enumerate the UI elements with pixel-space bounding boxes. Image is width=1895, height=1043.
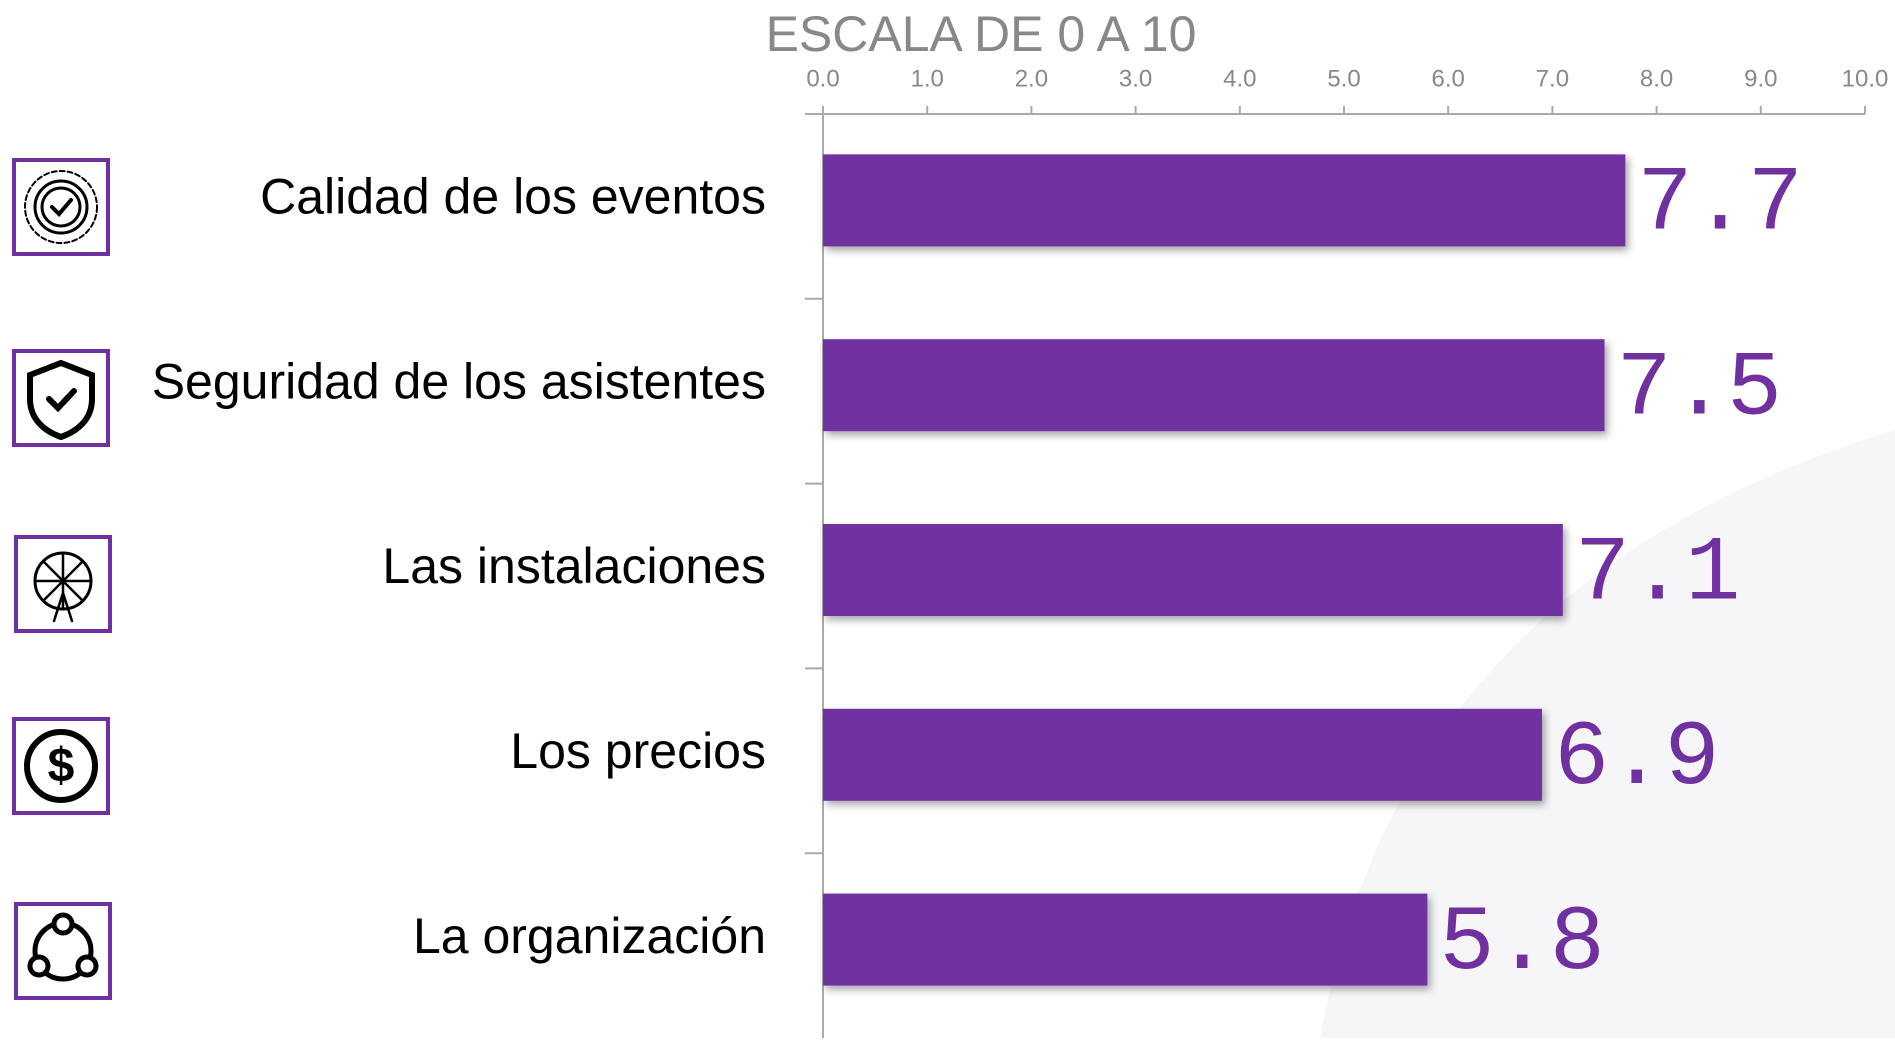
value-label: 7.5 <box>1617 336 1783 441</box>
icon <box>14 535 112 633</box>
background-shape <box>1320 430 1895 1038</box>
bar <box>823 708 1542 801</box>
value-label: 7.7 <box>1637 152 1803 257</box>
bar <box>823 893 1428 986</box>
x-tick-label: 5.0 <box>1327 65 1360 92</box>
icon: $ <box>12 717 110 815</box>
svg-text:$: $ <box>48 740 75 793</box>
x-tick-label: 2.0 <box>1015 65 1048 92</box>
value-label: 5.8 <box>1439 891 1605 996</box>
category-label: Seguridad de los asistentes <box>152 353 766 409</box>
x-tick-label: 9.0 <box>1744 65 1777 92</box>
icon <box>14 902 112 1000</box>
axis-title: ESCALA DE 0 A 10 <box>766 6 1197 62</box>
icon <box>12 349 110 447</box>
value-label: 7.1 <box>1575 521 1741 626</box>
x-tick-label: 6.0 <box>1432 65 1465 92</box>
category-label: Calidad de los eventos <box>260 169 766 225</box>
category-label: La organización <box>413 908 766 964</box>
icon <box>12 158 110 256</box>
bar <box>823 339 1605 432</box>
x-tick-label: 1.0 <box>911 65 944 92</box>
x-tick-label: 10.0 <box>1842 65 1889 92</box>
x-tick-label: 0.0 <box>806 65 839 92</box>
x-tick-label: 8.0 <box>1640 65 1673 92</box>
bar <box>823 154 1626 247</box>
value-label: 6.9 <box>1554 706 1720 811</box>
category-label: Las instalaciones <box>382 538 766 594</box>
category-label: Los precios <box>510 723 766 779</box>
x-tick-label: 7.0 <box>1536 65 1569 92</box>
bar <box>823 524 1563 616</box>
x-tick-label: 4.0 <box>1223 65 1256 92</box>
x-tick-label: 3.0 <box>1119 65 1152 92</box>
